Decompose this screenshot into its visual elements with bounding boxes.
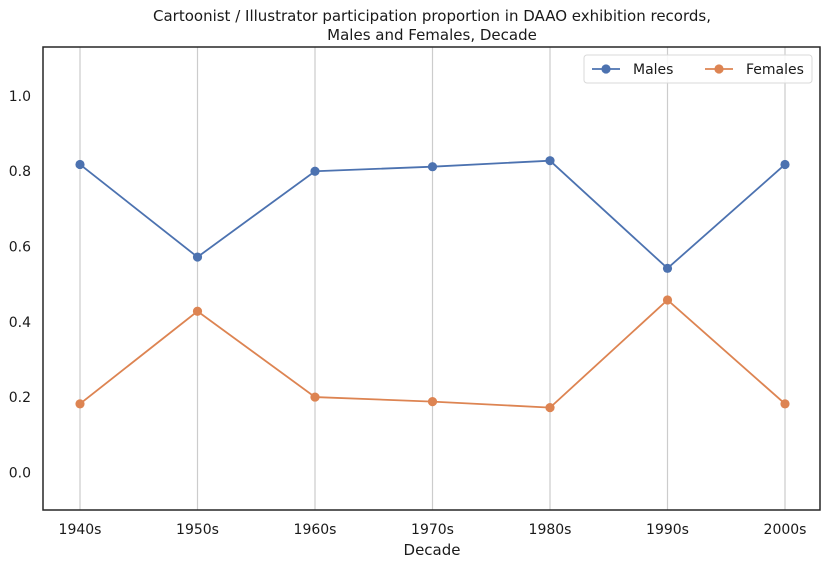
- y-tick-label: 1.0: [9, 89, 31, 105]
- vertical-grid: [79, 47, 786, 510]
- series-lines: [75, 156, 790, 413]
- data-point-males: [427, 162, 438, 172]
- legend-frame: [583, 54, 813, 84]
- x-tick-label: 1980s: [529, 522, 572, 538]
- x-tick-labels: 1940s 1950s 1960s 1970s 1980s 1990s 2000s: [59, 522, 807, 538]
- data-point-males: [75, 159, 85, 170]
- x-tick-label: 1970s: [411, 522, 454, 538]
- legend-label-females: Females: [746, 62, 804, 78]
- data-point-males: [780, 159, 790, 170]
- data-point-females: [427, 396, 438, 407]
- data-point-females: [192, 306, 203, 316]
- y-tick-label: 0.4: [9, 315, 31, 331]
- chart-title-line-2: Males and Females, Decade: [327, 26, 537, 44]
- data-point-females: [310, 392, 320, 402]
- data-point-females: [662, 295, 673, 305]
- y-tick-label: 0.8: [9, 164, 31, 180]
- y-tick-label: 0.6: [9, 240, 31, 256]
- data-point-females: [780, 399, 790, 409]
- plot-frame: [42, 46, 821, 511]
- x-tick-label: 1960s: [294, 522, 337, 538]
- legend: Males Females: [583, 54, 813, 84]
- y-tick-label: 0.0: [9, 465, 31, 481]
- data-point-males: [545, 156, 555, 166]
- chart-title-line-1: Cartoonist / Illustrator participation p…: [153, 7, 711, 25]
- x-tick-label: 1940s: [59, 522, 102, 538]
- x-axis-label: Decade: [404, 541, 461, 559]
- x-tick-label: 2000s: [764, 522, 807, 538]
- legend-label-males: Males: [633, 62, 673, 78]
- x-tick-label: 1950s: [176, 522, 219, 538]
- data-point-females: [545, 403, 555, 413]
- legend-marker-males: [601, 64, 611, 74]
- y-tick-label: 0.2: [9, 390, 31, 406]
- x-tick-label: 1990s: [646, 522, 689, 538]
- y-tick-labels: 0.0 0.2 0.4 0.6 0.8 1.0: [9, 89, 31, 481]
- data-point-males: [310, 166, 320, 176]
- legend-marker-females: [714, 64, 724, 74]
- data-point-females: [75, 399, 85, 409]
- data-point-males: [192, 252, 203, 262]
- data-point-males: [662, 263, 673, 273]
